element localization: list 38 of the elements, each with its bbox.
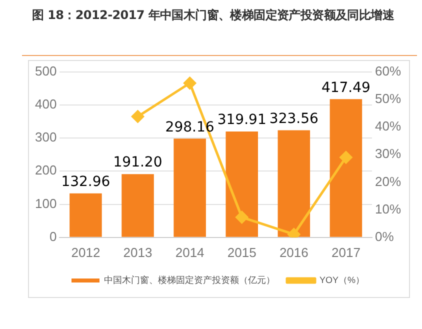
- y-tick-label: 0: [49, 228, 57, 244]
- bar: [70, 193, 102, 237]
- y2-tick-label: 30%: [374, 146, 402, 162]
- data-label: 191.20: [113, 154, 162, 171]
- y2-tick-label: 10%: [374, 201, 402, 216]
- bar: [122, 174, 154, 237]
- y-tick-label: 500: [34, 63, 57, 78]
- point: [236, 211, 248, 224]
- bar: [278, 130, 310, 237]
- y-tick-label: 100: [34, 196, 57, 211]
- bar: [330, 99, 362, 237]
- point: [288, 228, 300, 238]
- point: [340, 151, 352, 164]
- y2-tick-label: 50%: [374, 90, 402, 106]
- y2-tick-label: 60%: [374, 63, 402, 78]
- point: [132, 110, 144, 123]
- x-tick-label: 2012: [71, 244, 100, 260]
- data-label: 417.49: [321, 80, 370, 96]
- data-label: 132.96: [61, 174, 110, 190]
- x-tick-label: 2016: [279, 244, 308, 260]
- data-label: 323.56: [269, 110, 318, 127]
- y2-tick-label: 20%: [374, 174, 402, 189]
- x-tick-label: 2013: [123, 244, 152, 260]
- x-tick-label: 2015: [227, 244, 256, 260]
- x-tick-label: 2014: [175, 244, 204, 260]
- y-tick-label: 300: [34, 130, 57, 145]
- legend-label: 中国木门窗、楼梯固定资产投资额（亿元）: [104, 274, 275, 285]
- bar: [226, 131, 258, 237]
- chart-title: 图 18：2012-2017 年中国木门窗、楼梯固定资产投资额及同比增速: [32, 7, 396, 24]
- point: [184, 76, 196, 90]
- y2-tick-label: 40%: [374, 118, 402, 134]
- y2-tick-label: 0%: [374, 228, 394, 244]
- x-tick-label: 2017: [331, 244, 360, 260]
- y-tick-label: 400: [34, 96, 57, 112]
- y-tick-label: 200: [34, 162, 57, 178]
- legend-label: YOY（%）: [319, 274, 365, 285]
- bar: [174, 138, 206, 237]
- data-label: 319.91: [217, 112, 266, 128]
